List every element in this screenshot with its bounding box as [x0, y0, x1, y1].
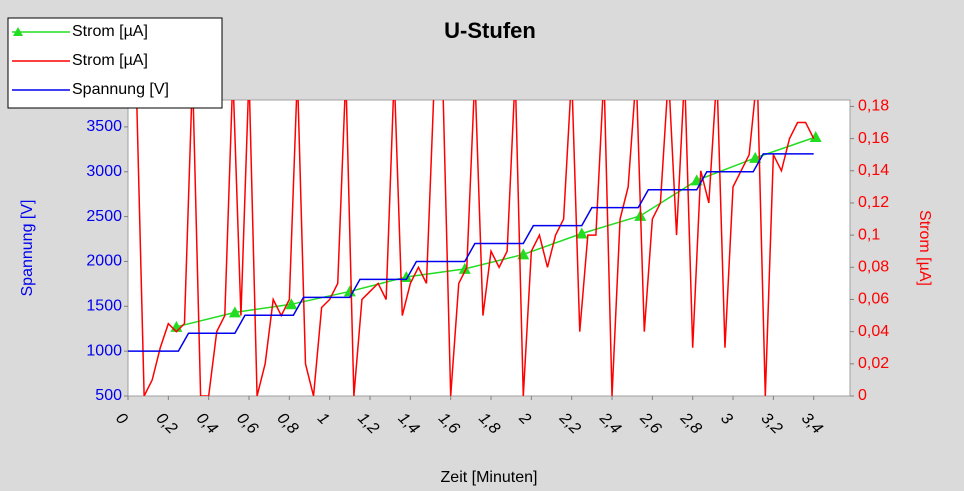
- marker: [575, 227, 588, 239]
- y2-tick-label: 0,04: [858, 323, 889, 340]
- marker: [809, 131, 822, 142]
- y2-tick-label: 0: [858, 387, 867, 404]
- y2-tick-label: 0,18: [858, 98, 889, 115]
- y-tick-label: 2000: [86, 253, 122, 270]
- legend-label: Spannung [V]: [72, 81, 169, 98]
- y-tick-label: 3000: [86, 163, 122, 180]
- legend-box: [7, 17, 223, 109]
- legend-marker: [13, 27, 23, 36]
- series-line: [128, 153, 814, 352]
- y-axis-label: Spannung [V]: [19, 200, 36, 297]
- marker: [228, 306, 241, 318]
- y-tick-label: 2500: [86, 208, 122, 225]
- marker: [749, 151, 762, 163]
- series-group: [128, 100, 822, 396]
- y-tick-label: 500: [95, 387, 122, 404]
- y2-tick-label: 0,1: [858, 226, 880, 243]
- series-line: [176, 136, 816, 328]
- legend-label: Strom [µA]: [72, 23, 148, 40]
- marker: [343, 285, 356, 297]
- y-tick-label: 1500: [86, 298, 122, 315]
- series-line: [135, 100, 815, 396]
- y2-tick-label: 0,08: [858, 259, 889, 276]
- chart-title: U-Stufen: [444, 18, 536, 43]
- x-axis-label: Zeit [Minuten]: [441, 469, 538, 486]
- marker: [458, 262, 471, 274]
- plot-area: [127, 99, 851, 397]
- y2-tick-label: 0,02: [858, 355, 889, 372]
- y2-tick-label: 0,12: [858, 194, 889, 211]
- y-tick-label: 1000: [86, 342, 122, 359]
- marker: [285, 298, 298, 310]
- y2-tick-label: 0,14: [858, 162, 889, 179]
- legend-label: Strom [µA]: [72, 52, 148, 69]
- y2-tick-label: 0,16: [858, 130, 889, 147]
- y-tick-label: 3500: [86, 118, 122, 135]
- y2-tick-label: 0,06: [858, 291, 889, 308]
- y2-axis-label: Strom [µA]: [916, 210, 933, 286]
